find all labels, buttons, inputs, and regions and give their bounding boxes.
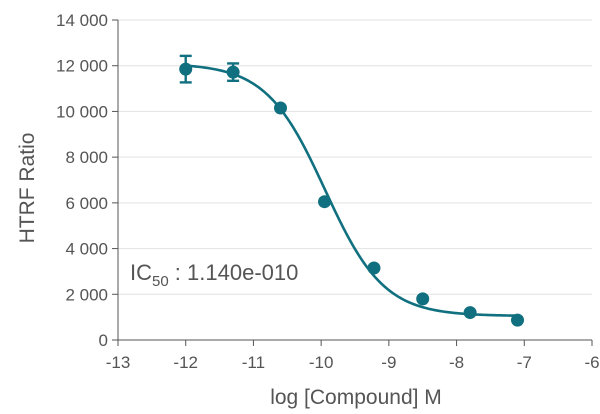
data-point [274,101,288,115]
x-tick-label: -7 [517,353,532,372]
axes [117,20,592,341]
y-tick-label: 10 000 [56,102,108,121]
grid-lines [118,19,592,295]
ticks: 0 2 000 4 000 6 000 8 000 10 000 12 000 14 000 -… [56,11,600,372]
y-tick-label: 2 000 [65,285,108,304]
x-tick-label: -12 [173,353,198,372]
x-tick-label: -8 [449,353,464,372]
fit-curve-layer [185,64,518,317]
x-tick-label: -9 [381,353,396,372]
x-tick-label: -11 [242,353,265,372]
x-tick-label: -6 [584,353,599,372]
x-axis-title: log [Compound] M [270,386,442,409]
fit-curve [185,64,518,317]
ic50-prefix: IC [130,260,152,285]
y-tick-label: 14 000 [56,11,108,30]
y-tick-label: 12 000 [56,57,108,76]
data-point [463,306,477,320]
data-point [318,195,332,209]
y-tick-label: 0 [99,331,108,350]
y-tick-label: 6 000 [65,194,108,213]
data-point [226,65,240,79]
data-point [179,62,193,76]
x-tick-label: -10 [309,353,334,372]
ic50-value: : 1.140e-010 [169,260,299,285]
data-point [367,261,381,275]
data-point [416,292,430,306]
ic50-subscript: 50 [152,273,169,290]
x-tick-label: -13 [106,353,131,372]
ic50-annotation: IC50 : 1.140e-010 [130,260,298,290]
data-points-layer [179,54,525,327]
y-tick-label: 4 000 [65,240,108,259]
y-tick-label: 8 000 [65,148,108,167]
data-point [511,313,525,327]
y-axis-title: HTRF Ratio [16,133,39,244]
